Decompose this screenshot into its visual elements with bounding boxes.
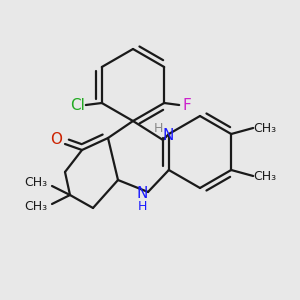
Text: CH₃: CH₃: [24, 200, 48, 214]
Text: Cl: Cl: [70, 98, 85, 112]
Text: O: O: [50, 133, 62, 148]
Text: CH₃: CH₃: [24, 176, 48, 190]
Text: CH₃: CH₃: [254, 169, 277, 182]
Text: H: H: [153, 122, 163, 134]
Text: H: H: [137, 200, 147, 212]
Text: N: N: [136, 187, 148, 202]
Text: N: N: [162, 128, 174, 143]
Text: CH₃: CH₃: [254, 122, 277, 134]
Text: F: F: [183, 98, 192, 112]
